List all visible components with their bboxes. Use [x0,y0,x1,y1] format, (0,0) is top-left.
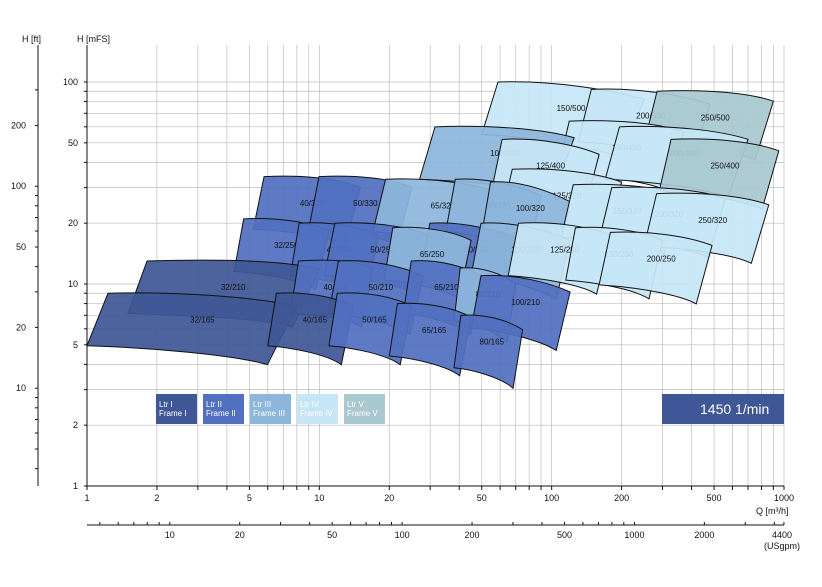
pump-label: 80/165 [480,338,505,347]
pump-label: 32/250 [274,241,299,250]
pump-label: 40/320 [300,199,325,208]
gpm-tick-label: 4400 [772,530,792,540]
gpm-tick-label: 10 [165,530,175,540]
speed-badge: 1450 1/min [662,394,784,424]
y-axis-title-mfs: H [mFS] [77,34,110,44]
legend-label-ltr: Ltr III [253,400,271,409]
pump-label: 32/210 [221,283,246,292]
legend-swatch-frame-V [344,394,385,424]
pump-label: 250/320 [698,216,727,225]
pump-tile-40-165 [267,292,354,366]
y-tick-label: 2 [73,420,78,430]
gpm-tick-label: 200 [465,530,480,540]
gpm-tick-label: 100 [395,530,410,540]
y-tick-label: 5 [73,340,78,350]
gpm-tick-label: 20 [235,530,245,540]
pump-tile-32-165 [86,292,298,366]
pump-label: 125/320 [552,191,581,200]
pump-label: 50/330 [353,199,378,208]
pump-label: 40/165 [303,315,328,324]
legend-swatch-frame-IV [297,394,338,424]
speed-badge-text: 1450 1/min [700,401,769,417]
x-tick-label: 1 [84,493,89,503]
pump-label: 250/400 [710,162,739,171]
pump-label: 32/165 [190,315,215,324]
pump-tile-80-165 [453,314,524,390]
legend-label-frame: Frame V [347,409,378,418]
gpm-tick-label: 2000 [694,530,714,540]
x-tick-label: 5 [247,493,252,503]
gpm-tick-label: 50 [327,530,337,540]
speed-badge-background [662,394,784,424]
x-tick-label: 2 [154,493,159,503]
x-tick-label: 10 [314,493,324,503]
pump-label: 100/320 [516,204,545,213]
legend-label-ltr: Ltr II [206,400,222,409]
chart-axes: 1 2 5 10 20 50 100 1 2 5 10 20 50 100 200 500 1000 10 20 50… [11,45,794,540]
gpm-tick-label: 1000 [624,530,644,540]
x-tick-label: 20 [384,493,394,503]
y-tick-label: 1 [73,481,78,491]
pump-tile-65-165 [388,302,472,377]
legend-label-frame: Frame II [206,409,236,418]
legend-label-frame: Frame III [253,409,285,418]
y-axis-title-ft: H [ft] [22,34,41,44]
legend-label-ltr: Ltr IV [300,400,320,409]
pump-label: 65/165 [422,326,447,335]
pump-label: 50/250 [370,245,395,254]
x-tick-label: 200 [614,493,629,503]
x-tick-label: 1000 [774,493,794,503]
y-tick-label: 20 [68,218,78,228]
x-tick-label: 50 [477,493,487,503]
ft-tick-label: 200 [11,120,26,130]
legend-label-ltr: Ltr I [159,400,173,409]
pump-label: 200/250 [647,255,676,264]
x-tick-label: 500 [707,493,722,503]
x-tick-label: 100 [544,493,559,503]
legend-label-ltr: Ltr V [347,400,365,409]
pump-label: 65/320 [431,201,456,210]
pump-tile-200-250 [598,231,713,305]
pump-label: 150/500 [557,104,586,113]
ft-tick-label: 50 [16,242,26,252]
legend-label-frame: Frame IV [300,409,334,418]
pump-label: 250/500 [701,113,730,122]
y-tick-label: 10 [68,279,78,289]
legend-swatch-frame-I [156,394,197,424]
pump-label: 125/400 [536,162,565,171]
pump-label: 65/210 [434,283,459,292]
legend-swatch-frame-III [250,394,291,424]
legend-swatch-frame-II [203,394,244,424]
ft-tick-label: 10 [16,383,26,393]
y-tick-label: 50 [68,138,78,148]
pump-label: 50/165 [362,315,387,324]
pump-label: 100/210 [511,298,540,307]
ft-tick-label: 20 [16,322,26,332]
pump-label: 65/250 [420,250,445,259]
pump-label: 50/210 [369,283,394,292]
gpm-tick-label: 500 [557,530,572,540]
pump-tiles: 150/500200/500250/500150/400100/400200/4… [86,81,780,390]
pump-label: 125/250 [550,245,579,254]
x-axis-title-usgpm: (USgpm) [764,541,800,551]
ft-tick-label: 100 [11,181,26,191]
x-axis-title-m3h: Q [m³/h] [756,506,789,516]
y-tick-label: 100 [63,77,78,87]
legend-label-frame: Frame I [159,409,187,418]
